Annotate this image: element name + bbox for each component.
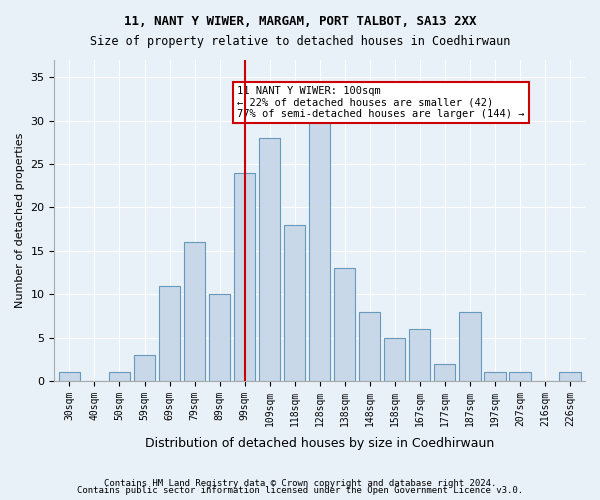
Bar bbox=[134, 355, 155, 381]
Bar bbox=[109, 372, 130, 381]
Bar bbox=[309, 104, 331, 381]
Bar bbox=[234, 173, 255, 381]
Bar bbox=[334, 268, 355, 381]
Bar bbox=[484, 372, 506, 381]
Bar bbox=[459, 312, 481, 381]
Y-axis label: Number of detached properties: Number of detached properties bbox=[15, 133, 25, 308]
Bar bbox=[159, 286, 180, 381]
Text: Contains public sector information licensed under the Open Government Licence v3: Contains public sector information licen… bbox=[77, 486, 523, 495]
Text: 11 NANT Y WIWER: 100sqm
← 22% of detached houses are smaller (42)
77% of semi-de: 11 NANT Y WIWER: 100sqm ← 22% of detache… bbox=[237, 86, 524, 119]
Bar bbox=[284, 225, 305, 381]
Bar bbox=[259, 138, 280, 381]
Bar bbox=[559, 372, 581, 381]
X-axis label: Distribution of detached houses by size in Coedhirwaun: Distribution of detached houses by size … bbox=[145, 437, 494, 450]
Bar bbox=[184, 242, 205, 381]
Bar bbox=[434, 364, 455, 381]
Text: Size of property relative to detached houses in Coedhirwaun: Size of property relative to detached ho… bbox=[90, 35, 510, 48]
Bar bbox=[509, 372, 530, 381]
Bar bbox=[59, 372, 80, 381]
Text: 11, NANT Y WIWER, MARGAM, PORT TALBOT, SA13 2XX: 11, NANT Y WIWER, MARGAM, PORT TALBOT, S… bbox=[124, 15, 476, 28]
Text: Contains HM Land Registry data © Crown copyright and database right 2024.: Contains HM Land Registry data © Crown c… bbox=[104, 478, 496, 488]
Bar bbox=[359, 312, 380, 381]
Bar bbox=[384, 338, 406, 381]
Bar bbox=[409, 329, 430, 381]
Bar bbox=[209, 294, 230, 381]
